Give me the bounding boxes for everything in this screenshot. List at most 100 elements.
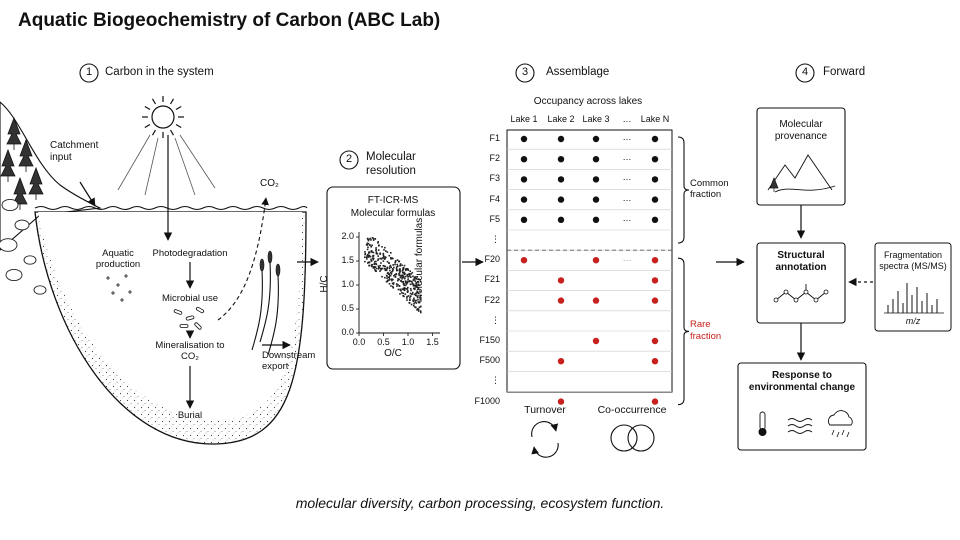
row-label: F22 — [484, 294, 500, 305]
occupancy-dot — [557, 398, 565, 405]
hillside — [0, 102, 100, 250]
plankton — [120, 298, 124, 302]
column-label: Lake 1 — [510, 114, 538, 124]
formula-point — [375, 270, 377, 272]
formula-point — [401, 280, 403, 283]
occupancy-dot — [520, 176, 528, 183]
fraction-label: Common fraction — [690, 178, 729, 201]
formula-point — [375, 260, 377, 263]
formula-point — [416, 280, 419, 283]
column-label: Lake N — [640, 114, 670, 124]
formula-point — [403, 284, 405, 287]
formula-point — [399, 288, 402, 291]
formula-point — [377, 255, 379, 257]
formula-point — [366, 253, 369, 256]
label-co2: CO₂ — [260, 178, 279, 189]
label-microbial-use: Microbial use — [162, 293, 218, 304]
formula-point — [404, 273, 406, 275]
y-tick-label: 1.5 — [341, 255, 354, 265]
formula-point — [392, 285, 394, 288]
thermometer — [760, 412, 765, 430]
rock — [0, 239, 17, 252]
row-label: F4 — [489, 193, 500, 204]
formula-point — [416, 308, 419, 310]
formula-point — [419, 280, 422, 283]
label-photodegradation: Photodegradation — [152, 248, 228, 259]
formula-point — [398, 278, 401, 281]
formula-point — [364, 251, 366, 253]
formula-point — [403, 288, 405, 290]
formula-point — [400, 290, 402, 292]
occupancy-dot — [651, 337, 659, 345]
formula-point — [381, 267, 384, 270]
formula-point — [373, 266, 376, 268]
formula-point — [406, 281, 409, 284]
tree — [19, 140, 33, 172]
formula-point — [412, 278, 415, 281]
formula-point — [388, 262, 390, 265]
formula-point — [386, 260, 389, 263]
occupancy-dot — [520, 135, 528, 143]
footer-text: molecular diversity, carbon processing, … — [295, 495, 665, 511]
formula-point — [403, 271, 406, 274]
formula-point — [399, 263, 402, 265]
formula-point — [368, 238, 370, 241]
reed — [260, 262, 270, 342]
formula-point — [372, 257, 375, 260]
formula-point — [409, 295, 412, 297]
formula-point — [412, 279, 415, 282]
formula-point — [391, 257, 394, 259]
formula-point — [402, 275, 405, 277]
formula-point — [364, 260, 366, 263]
step-title: Molecular resolution — [366, 151, 416, 177]
formula-point — [371, 257, 374, 259]
formula-point — [412, 299, 414, 301]
formula-point — [384, 269, 387, 271]
formula-point — [414, 306, 417, 309]
formula-point — [401, 271, 404, 274]
formula-point — [416, 290, 419, 293]
formula-point — [399, 265, 401, 267]
formula-point — [390, 252, 392, 254]
formula-point — [410, 303, 413, 306]
atom — [804, 290, 808, 294]
formula-point — [392, 278, 394, 281]
formula-point — [379, 253, 382, 255]
microbe — [180, 325, 188, 328]
sun-ray — [153, 130, 156, 135]
mz-label: m/z — [905, 316, 921, 326]
formula-point — [388, 267, 391, 269]
formula-point — [377, 265, 380, 267]
fraction-bracket — [678, 258, 689, 404]
formula-point — [388, 276, 390, 278]
page-title: Aquatic Biogeochemistry of Carbon (ABC L… — [18, 10, 441, 31]
x-tick-label: 1.5 — [426, 337, 439, 347]
formula-point — [401, 274, 403, 276]
formula-point — [385, 274, 388, 277]
formula-point — [413, 302, 415, 305]
formula-point — [368, 254, 370, 257]
formula-point — [388, 279, 391, 281]
formula-point — [374, 266, 377, 268]
formula-point — [406, 299, 408, 301]
mountain-icon — [768, 155, 835, 192]
y-tick-label: 0.0 — [341, 327, 354, 337]
formula-point — [371, 265, 373, 268]
formula-point — [407, 286, 409, 289]
formula-point — [367, 256, 369, 258]
sun-ray — [171, 99, 174, 104]
rock — [34, 286, 46, 294]
formula-point — [371, 251, 373, 253]
row-label: F1000 — [474, 395, 500, 406]
formula-point — [392, 264, 394, 266]
formula-point — [384, 246, 386, 249]
formula-point — [416, 309, 418, 311]
atom — [814, 298, 818, 302]
formula-point — [405, 269, 407, 271]
formula-point — [413, 293, 416, 296]
occupancy-dot — [592, 257, 600, 264]
formula-point — [392, 287, 395, 289]
formula-point — [374, 238, 376, 240]
provenance-label: Molecular provenance — [774, 119, 828, 142]
cell-ellipsis: … — [622, 253, 632, 264]
